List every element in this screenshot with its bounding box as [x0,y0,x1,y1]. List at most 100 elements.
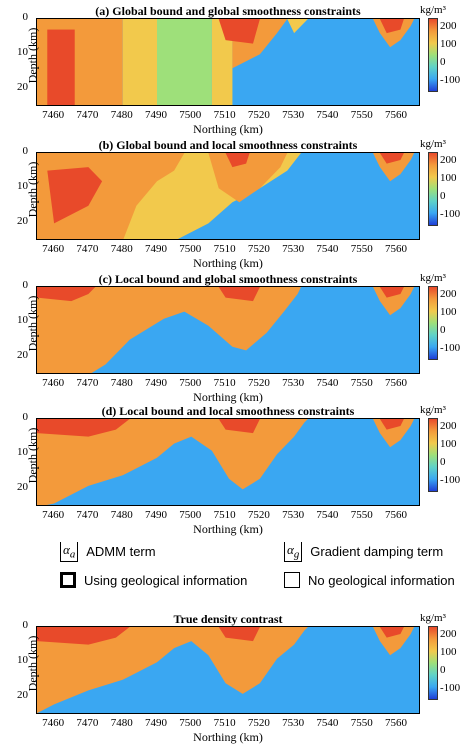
x-tick-label: 7540 [316,509,339,521]
central-top-anomaly [218,19,260,44]
x-tick-label: 7540 [316,109,339,121]
y-tick-label: 20 [17,215,28,228]
nogeo-box [284,572,300,588]
colorbar-tick-label: 200 [440,288,457,300]
colorbar-tick-label: -100 [440,474,461,486]
x-tick-label: 7560 [385,109,407,121]
x-tick-label: 7560 [385,377,407,389]
x-tick-label: 7480 [110,717,133,729]
central-anomaly [208,153,288,203]
x-tick-label: 7460 [42,377,65,389]
colorbar [428,626,438,700]
x-tick-label: 7550 [350,509,373,521]
x-tick-label: 7500 [179,509,202,521]
x-tick-label: 7550 [350,109,373,121]
x-tick-label: 7540 [316,243,339,255]
x-tick-label: 7500 [179,717,202,729]
x-tick-label: 7530 [282,509,305,521]
colorbar-tick-label: 100 [440,306,457,318]
x-axis-label: Northing (km) [193,256,263,270]
x-tick-label: 7520 [247,109,270,121]
grad-label: Gradient damping term [310,544,444,560]
admm-symbol: αa [60,542,79,562]
central-top-anomaly [218,419,260,434]
mid-block [157,19,212,105]
y-axis-label: Depth (km) [25,161,40,218]
geo-box [60,572,76,588]
right-anomaly [373,627,415,656]
basin-region [37,419,308,505]
mid-right-block [211,19,233,105]
x-tick-label: 7500 [179,377,202,389]
heatmap-frame [36,18,420,106]
x-axis-label: Northing (km) [193,522,263,536]
basin-region [37,627,308,713]
x-axis-label: Northing (km) [193,390,263,404]
panel-title: (a) Global bound and global smoothness c… [95,4,361,18]
legend: αa ADMM term αg Gradient damping term Us… [0,540,474,600]
y-tick-label: 10 [17,314,28,327]
central-top-anomaly [225,153,250,168]
x-tick-label: 7560 [385,243,407,255]
top-left-anomaly [37,627,130,645]
x-tick-label: 7460 [42,509,65,521]
legend-admm: αa ADMM term [60,542,156,562]
heatmap [37,287,419,373]
right-edge-anomaly [287,19,308,34]
right-anomaly [373,419,415,448]
x-tick-label: 7480 [110,109,133,121]
right-anomaly-core [379,419,404,430]
x-tick-label: 7500 [179,109,202,121]
left-core [47,29,75,105]
heatmap-frame [36,626,420,714]
colorbar [428,152,438,226]
geo-label: Using geological information [84,572,248,588]
y-axis-label: Depth (km) [25,635,40,692]
right-anomaly [373,19,415,48]
x-tick-label: 7490 [145,109,167,121]
x-tick-label: 7550 [350,243,373,255]
grad-symbol: αg [284,542,303,562]
plot-area: 0 10 20 7460 7470 7480 7490 7500 7510 7520 7530 754… [17,11,420,136]
colorbar-tick-label: 200 [440,154,457,166]
x-tick-label: 7460 [42,717,65,729]
colorbar [428,418,438,492]
x-tick-label: 7510 [213,717,236,729]
x-tick-label: 7470 [76,717,99,729]
plot-area: 0 10 20 7460 7470 7480 7490 7500 7510 7520 7530 754… [17,411,420,536]
colorbar-unit: kg/m³ [420,272,446,284]
y-tick-label: 10 [17,180,28,193]
panel-title: True density contrast [173,612,283,626]
x-tick-label: 7500 [179,243,202,255]
colorbar-tick-label: 100 [440,646,457,658]
heatmap [37,153,419,239]
x-tick-label: 7550 [350,717,373,729]
central-top-anomaly [218,287,260,302]
colorbar [428,18,438,92]
x-tick-label: 7480 [110,243,133,255]
colorbar-tick-label: 100 [440,172,457,184]
heatmap [37,627,419,713]
x-tick-label: 7520 [247,377,270,389]
y-tick-label: 0 [22,145,29,157]
x-tick-label: 7510 [213,109,236,121]
colorbar-unit: kg/m³ [420,404,446,416]
x-tick-label: 7490 [145,243,167,255]
colorbar-tick-label: 0 [440,56,446,68]
right-anomaly [373,287,415,316]
nogeo-label: No geological information [308,572,455,588]
y-axis-label: Depth (km) [25,295,40,352]
y-tick-label: 10 [17,654,28,667]
colorbar-tick-label: 200 [440,628,457,640]
x-tick-label: 7520 [247,717,270,729]
colorbar-tick-label: 0 [440,456,446,468]
x-tick-label: 7560 [385,717,407,729]
colorbar-tick-label: 0 [440,190,446,202]
panel-title: (c) Local bound and global smoothness co… [98,272,358,286]
x-tick-label: 7550 [350,377,373,389]
left-core [47,167,103,224]
colorbar-tick-label: -100 [440,682,461,694]
x-tick-label: 7540 [316,717,339,729]
x-tick-label: 7530 [282,377,305,389]
x-tick-label: 7510 [213,377,236,389]
